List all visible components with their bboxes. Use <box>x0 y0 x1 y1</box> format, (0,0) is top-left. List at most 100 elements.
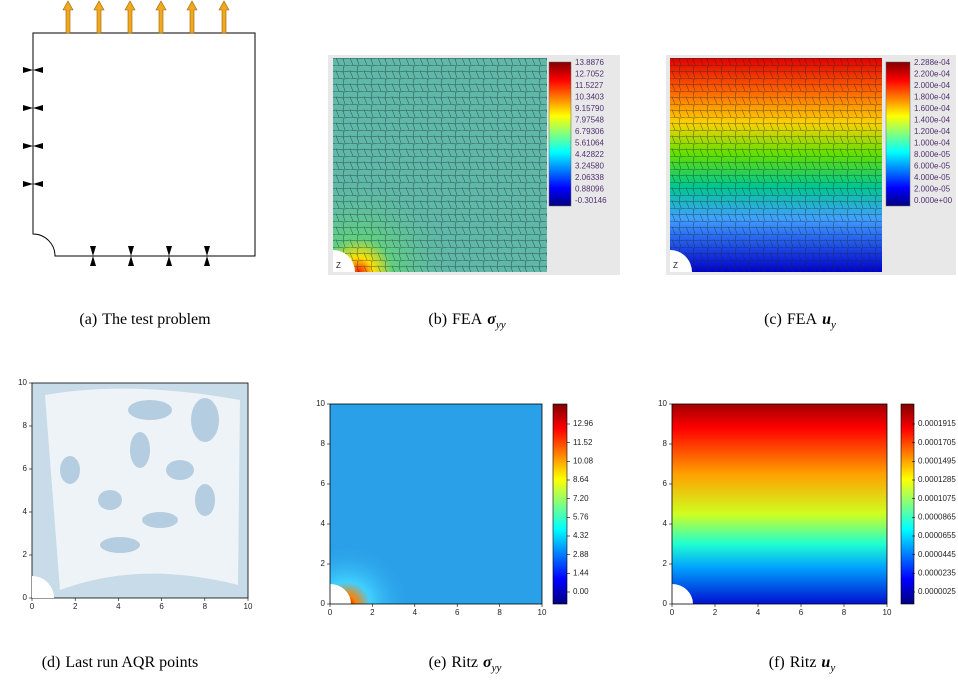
caption-label: (b) <box>428 311 447 328</box>
colorbar-tick-label: 4.32 <box>573 531 589 540</box>
caption-text: Last run AQR points <box>65 654 198 671</box>
colorbar-tick-label: 1.000e-04 <box>914 139 951 148</box>
colorbar-tick-label: 13.8876 <box>575 58 604 67</box>
corner-label: Z <box>673 261 678 270</box>
colorbar-tick-label: 2.06338 <box>575 173 604 182</box>
ritz-stress <box>329 403 568 605</box>
caption-text: FEA <box>787 311 818 328</box>
x-tick-label: 0 <box>30 602 35 611</box>
colorbar-tick-label: 4.42822 <box>575 150 604 159</box>
ritz-displacement <box>671 403 915 605</box>
x-tick-label: 4 <box>413 608 418 617</box>
colorbar-tick-label: 0.0000025 <box>918 587 956 596</box>
colorbar-tick-label: 12.96 <box>573 419 594 428</box>
y-tick-label: 2 <box>321 559 326 568</box>
colorbar-tick-label: 7.97548 <box>575 116 604 125</box>
x-tick-label: 8 <box>497 608 502 617</box>
y-tick-label: 10 <box>658 399 667 408</box>
caption-label: (d) <box>42 654 61 671</box>
x-tick-label: 10 <box>538 608 547 617</box>
caption-symbol: σ <box>487 311 496 328</box>
caption-subscript: yy <box>491 662 502 674</box>
colorbar-tick-label: 2.88 <box>573 550 589 559</box>
colorbar-tick-label: 2.288e-04 <box>914 58 951 67</box>
colorbar-tick-label: 6.79306 <box>575 127 604 136</box>
y-tick-label: 4 <box>321 519 326 528</box>
x-tick-label: 10 <box>883 608 892 617</box>
caption-label: (e) <box>429 654 447 671</box>
x-tick-label: 10 <box>244 602 253 611</box>
colorbar-tick-label: 12.7052 <box>575 70 604 79</box>
caption-text: FEA <box>452 311 483 328</box>
colorbar-tick-label: 0.0001495 <box>918 456 956 465</box>
x-tick-label: 0 <box>670 608 675 617</box>
colorbar-tick-label: 1.800e-04 <box>914 93 951 102</box>
caption: (f) Ritz uy <box>769 654 836 674</box>
aqr-points <box>31 382 249 599</box>
caption-label: (f) <box>769 654 785 671</box>
colorbar-tick-label: 11.52 <box>573 438 593 447</box>
x-tick-label: 4 <box>756 608 761 617</box>
colorbar-tick-label: 0.88096 <box>575 185 604 194</box>
x-tick-label: 6 <box>799 608 804 617</box>
colorbar-tick-label: 10.08 <box>573 456 594 465</box>
caption-text: Ritz <box>451 654 478 671</box>
y-tick-label: 4 <box>23 507 28 516</box>
caption-subscript: y <box>829 662 835 674</box>
colorbar-tick-label: 2.000e-05 <box>914 185 951 194</box>
colorbar-tick-label: 0.00 <box>573 587 589 596</box>
x-tick-label: 2 <box>370 608 375 617</box>
x-tick-label: 0 <box>328 608 333 617</box>
y-tick-label: 0 <box>321 599 326 608</box>
colorbar-tick-label: 1.400e-04 <box>914 116 951 125</box>
colorbar-tick-label: 1.600e-04 <box>914 104 951 113</box>
caption: (c) FEA uy <box>764 311 836 331</box>
colorbar-tick-label: 0.0000865 <box>918 512 956 521</box>
colorbar-tick-label: 9.15790 <box>575 104 604 113</box>
y-tick-label: 2 <box>23 550 28 559</box>
caption-subscript: y <box>830 319 836 331</box>
y-tick-label: 6 <box>663 479 668 488</box>
x-tick-label: 6 <box>455 608 460 617</box>
caption: (a) The test problem <box>79 311 211 328</box>
x-tick-label: 8 <box>203 602 208 611</box>
caption-symbol: u <box>822 311 831 328</box>
y-tick-label: 8 <box>663 439 668 448</box>
caption: (b) FEA σyy <box>428 311 505 331</box>
colorbar-tick-label: 3.24580 <box>575 162 604 171</box>
colorbar-tick-label: 2.200e-04 <box>914 70 951 79</box>
colorbar-tick-label: 0.0000655 <box>918 531 956 540</box>
caption-text: Ritz <box>790 654 817 671</box>
colorbar-tick-label: 8.64 <box>573 475 589 484</box>
caption: (d) Last run AQR points <box>42 654 199 671</box>
colorbar-tick-label: 4.000e-05 <box>914 173 951 182</box>
colorbar-tick-label: 0.0001705 <box>918 438 956 447</box>
caption-label: (a) <box>79 311 97 328</box>
colorbar-tick-label: 1.200e-04 <box>914 127 951 136</box>
colorbar-tick-label: 0.0001075 <box>918 494 956 503</box>
colorbar-tick-label: 0.0001915 <box>918 419 956 428</box>
y-tick-label: 0 <box>23 593 28 602</box>
x-tick-label: 8 <box>842 608 847 617</box>
fea-displacement <box>666 55 956 275</box>
colorbar-tick-label: 0.0000445 <box>918 550 956 559</box>
colorbar-tick-label: 5.76 <box>573 512 589 521</box>
colorbar-tick-label: 0.0001285 <box>918 475 956 484</box>
colorbar-tick-label: 5.61064 <box>575 139 604 148</box>
y-tick-label: 6 <box>23 464 28 473</box>
colorbar-tick-label: 10.3403 <box>575 93 604 102</box>
fea-stress <box>328 55 620 275</box>
colorbar-tick-label: 2.000e-04 <box>914 81 951 90</box>
x-tick-label: 2 <box>713 608 718 617</box>
y-tick-label: 10 <box>18 378 27 387</box>
caption-symbol: u <box>821 654 830 671</box>
colorbar-tick-label: 11.5227 <box>575 81 604 90</box>
colorbar-tick-label: 6.000e-05 <box>914 162 951 171</box>
y-tick-label: 8 <box>321 439 326 448</box>
y-tick-label: 10 <box>316 399 325 408</box>
y-tick-label: 8 <box>23 421 28 430</box>
x-tick-label: 2 <box>73 602 78 611</box>
y-tick-label: 2 <box>663 559 668 568</box>
